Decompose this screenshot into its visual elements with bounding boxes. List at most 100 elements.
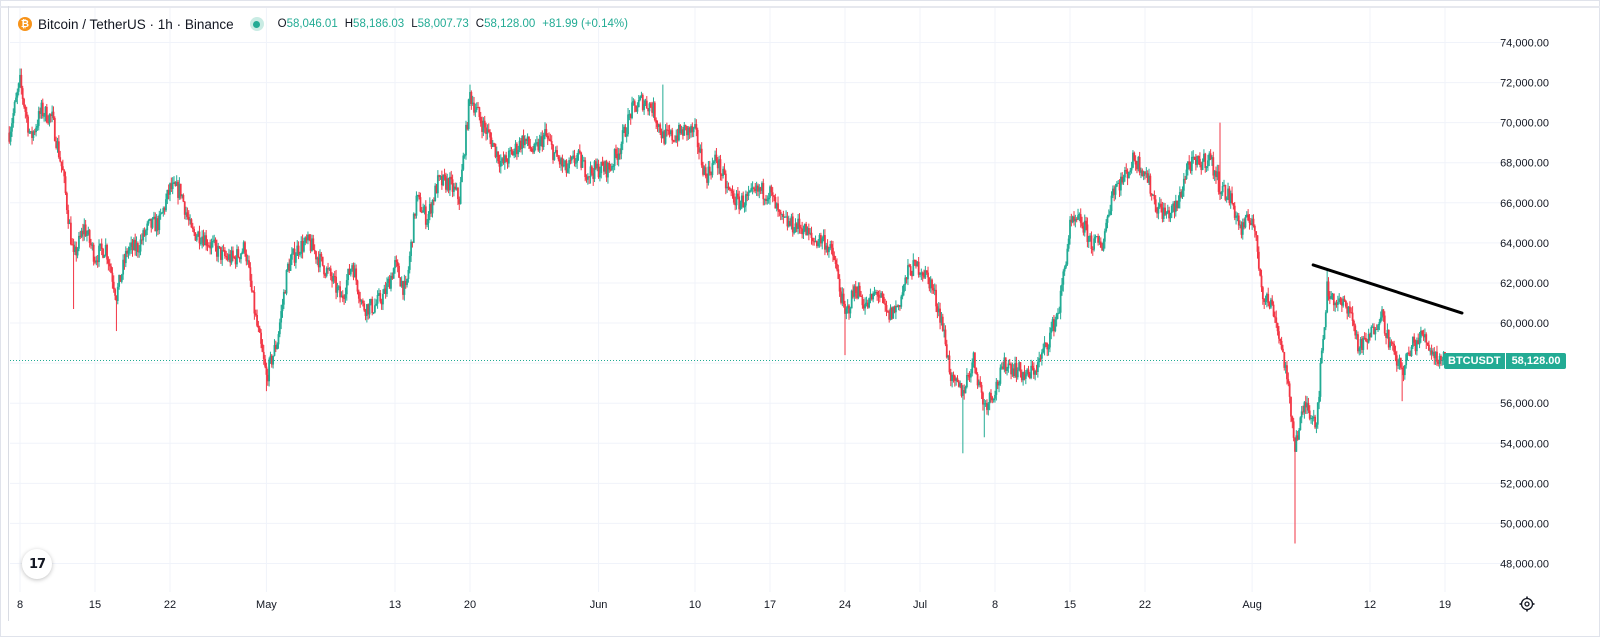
candle-body (1264, 300, 1267, 303)
candle-body (325, 268, 328, 276)
candle-body (455, 187, 458, 190)
candle-body (394, 260, 396, 269)
candle-body (285, 270, 288, 294)
candle-body (1394, 351, 1397, 356)
candle-body (1442, 352, 1445, 361)
candle-body (518, 140, 521, 150)
candle-body (999, 367, 1002, 384)
candle-body (1019, 362, 1022, 373)
candle-body (935, 289, 937, 307)
price-axis: 74,000.00 72,000.00 70,000.00 68,000.00 66,0… (1500, 38, 1549, 571)
candle-body (88, 230, 91, 243)
candle-body (971, 362, 974, 374)
candle-body (1184, 178, 1187, 180)
tradingview-logo-icon[interactable]: 17 (22, 549, 52, 579)
chart-grid (10, 8, 1540, 592)
candle-body (487, 129, 490, 133)
candle-body (730, 189, 733, 191)
x-tick-label: 12 (1364, 599, 1376, 611)
candle-body (1228, 188, 1231, 204)
candle-body (665, 129, 668, 131)
settings-gear-icon[interactable] (1519, 596, 1535, 612)
candle-body (1375, 328, 1378, 330)
candle-body (1190, 156, 1193, 172)
candle-body (874, 292, 877, 294)
candle-body (63, 170, 66, 177)
candle-body (675, 135, 678, 142)
candle-body (644, 100, 647, 105)
candle-body (376, 294, 379, 304)
candle-body (623, 126, 625, 131)
candle-body (1405, 354, 1408, 366)
candle-body (1185, 169, 1188, 180)
candle-body (119, 275, 122, 282)
candle-body (493, 143, 496, 145)
candle-body (319, 253, 321, 268)
candle-body (432, 200, 435, 202)
candle-body (1128, 172, 1130, 179)
candle-body (311, 238, 313, 251)
trendline[interactable] (1311, 263, 1464, 315)
candle-body (1322, 339, 1325, 351)
candle-body (740, 195, 743, 203)
candle-body (161, 212, 163, 214)
candle-body (1279, 338, 1282, 341)
candle-body (964, 387, 967, 394)
candle-body (1006, 368, 1008, 371)
candle-body (747, 192, 750, 196)
candle-body (1395, 355, 1398, 366)
candle-body (1252, 218, 1255, 226)
candle-body (620, 143, 623, 154)
candle-body (265, 366, 268, 375)
candle-body (686, 126, 688, 136)
candle-body (1436, 351, 1438, 362)
candle-body (742, 195, 745, 208)
candle-body (612, 165, 615, 167)
candle-body (1018, 362, 1021, 371)
candle-body (766, 199, 769, 202)
candle-body (191, 227, 194, 230)
candle-body (1207, 160, 1209, 167)
candle-body (1288, 383, 1291, 397)
candle-body (1083, 220, 1086, 233)
candle-body (218, 246, 221, 248)
candle-body (426, 223, 429, 225)
x-tick-label: 17 (764, 599, 776, 611)
candle-body (424, 206, 427, 225)
candle-body (858, 285, 861, 296)
candle-body (449, 176, 451, 191)
bitcoin-icon: ₿ (18, 17, 32, 31)
candle-body (627, 114, 629, 135)
candle-body (1253, 225, 1256, 232)
candle-body (103, 255, 106, 258)
candle-body (293, 248, 296, 263)
candle-body (1421, 330, 1424, 335)
candle-body (884, 303, 887, 306)
candle-body (221, 250, 224, 260)
y-tick-label: 72,000.00 (1500, 78, 1549, 90)
candle-body (890, 307, 893, 319)
candle-body (1157, 206, 1160, 214)
candle-body (765, 198, 767, 202)
candle-body (178, 183, 181, 198)
candle-body (199, 242, 202, 244)
candle-body (1236, 215, 1239, 217)
candle-body (353, 268, 356, 278)
symbol-title[interactable]: Bitcoin / TetherUS · 1h · Binance (38, 16, 234, 32)
candle-body (453, 186, 455, 192)
candle-body (95, 260, 98, 263)
candle-body (917, 261, 920, 275)
candle-body (422, 210, 425, 213)
candle-body (1062, 271, 1065, 285)
candle-body (517, 149, 520, 155)
candle-body (248, 260, 250, 268)
candle-body (443, 174, 446, 177)
candle-body (1208, 153, 1211, 161)
candle-body (639, 97, 641, 101)
candle-body (403, 281, 406, 295)
candle-body (590, 166, 593, 174)
candle-body (1402, 369, 1405, 376)
candle-body (830, 244, 833, 248)
candle-body (652, 102, 655, 113)
